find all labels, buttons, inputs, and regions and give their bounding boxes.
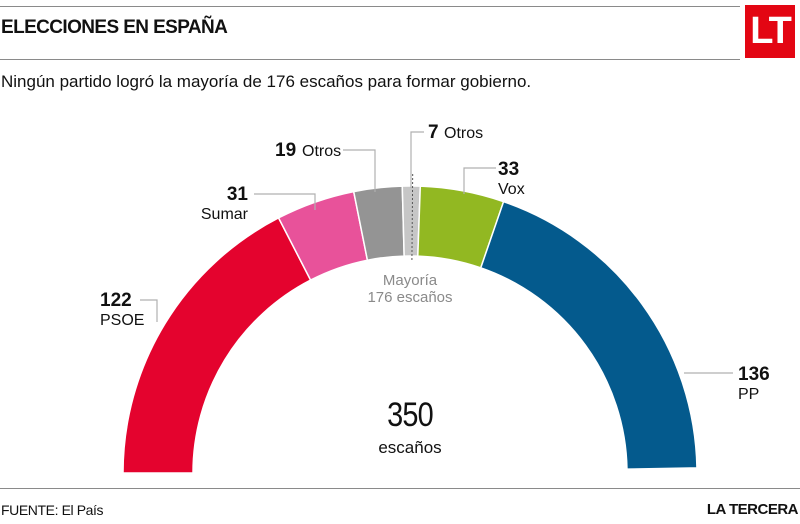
- data-label-name: PP: [738, 386, 759, 403]
- data-label-value: 19: [275, 140, 296, 161]
- data-label-name: PSOE: [100, 312, 144, 329]
- la-tercera-logo: LT: [745, 5, 795, 58]
- source-note: FUENTE: El País: [1, 502, 104, 518]
- chart-subtitle: Ningún partido logró la mayoría de 176 e…: [1, 72, 532, 91]
- majority-label-line1: Mayoría: [382, 272, 438, 289]
- data-label-name: Otros: [444, 125, 483, 142]
- data-label-value: 136: [738, 364, 770, 385]
- data-label-name: Sumar: [201, 206, 249, 223]
- leader-line: [410, 131, 424, 188]
- brand-name: LA TERCERA: [706, 501, 799, 518]
- chart-title: ELECCIONES EN ESPAÑA: [1, 17, 228, 38]
- data-label-name: Otros: [302, 143, 341, 160]
- data-label-value: 33: [498, 159, 519, 180]
- leader-line: [140, 299, 158, 322]
- segment-psoe-122: [122, 216, 312, 474]
- leader-line: [254, 193, 316, 210]
- majority-label: Mayoría 176 escaños: [340, 272, 480, 306]
- majority-label-line2: 176 escaños: [367, 289, 453, 306]
- data-label-value: 122: [100, 290, 132, 311]
- segments: [122, 185, 698, 474]
- leader-line: [463, 167, 496, 194]
- bottom-rule: [0, 488, 800, 489]
- data-label-value: 31: [227, 184, 249, 205]
- total-seats-label: escaños: [378, 438, 442, 457]
- segment-pp-136: [479, 200, 698, 470]
- majority-line: [411, 174, 414, 263]
- title-rule: [0, 59, 740, 60]
- data-label-value: 7: [428, 122, 439, 143]
- data-label-name: Vox: [498, 181, 525, 198]
- leader-line: [343, 149, 376, 192]
- top-rule: [0, 6, 740, 7]
- total-seats: 350: [387, 396, 434, 434]
